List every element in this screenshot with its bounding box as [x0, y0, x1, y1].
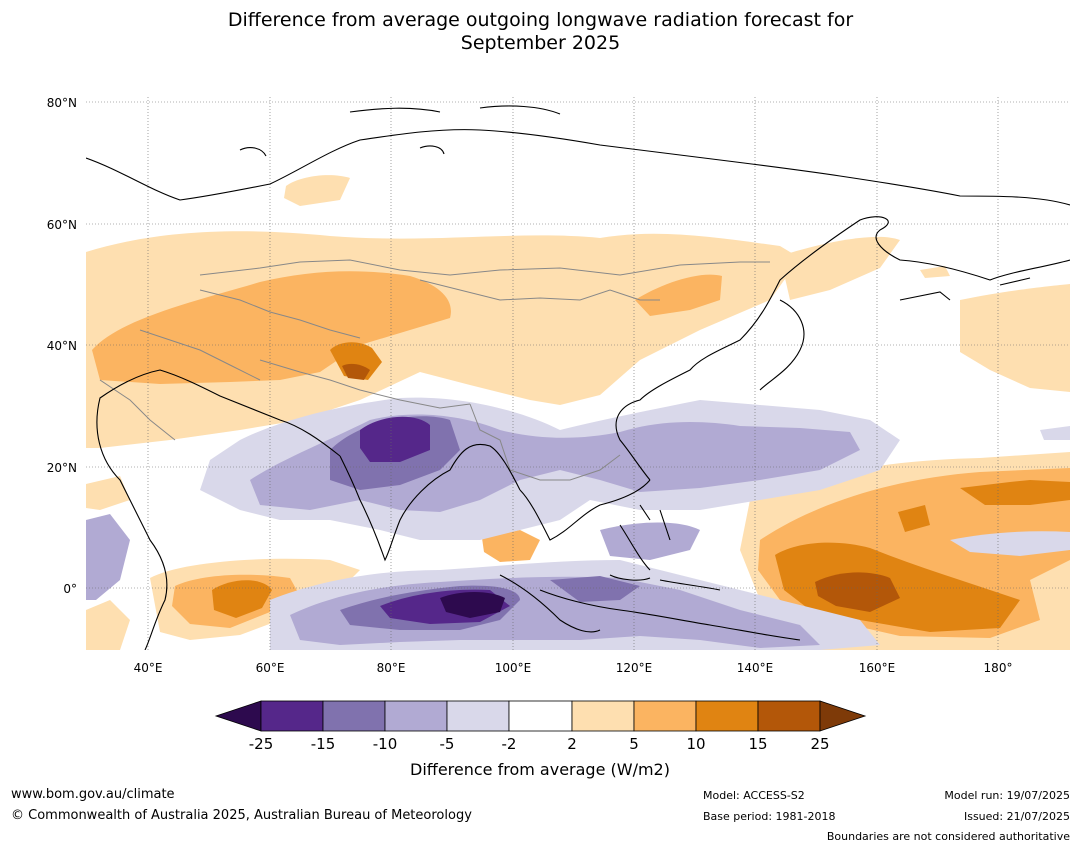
anomaly-region-west-pacific-strong: [775, 542, 1020, 632]
colorbar-bin: [508, 700, 573, 732]
map-area: [86, 97, 1070, 650]
colorbar-tick-label: 2: [567, 735, 577, 753]
issued-text: Issued: 21/07/2025: [963, 810, 1070, 823]
anomaly-region-indian-ocean-strong: [212, 580, 272, 618]
colorbar-bin: [633, 700, 697, 732]
colorbar-bin: [695, 700, 759, 732]
colorbar-bin: [446, 700, 510, 732]
lon-label: 40°E: [134, 661, 163, 675]
anomaly-region-central-pacific: [960, 480, 1070, 505]
model-run-text: Model run: 19/07/2025: [944, 789, 1070, 802]
lon-label: 80°E: [377, 661, 406, 675]
base-period-text: Base period: 1981-2018: [703, 810, 836, 823]
anomaly-region-africa: [86, 514, 130, 600]
colorbar-bin: [757, 700, 821, 732]
lat-label: 40°N: [47, 339, 77, 353]
lat-label: 20°N: [47, 461, 77, 475]
colorbar-extension-high: [819, 700, 867, 732]
anomaly-region-asia-moderate: [92, 271, 451, 384]
anomaly-region-north-pacific-2: [960, 284, 1070, 392]
map-title: Difference from average outgoing longwav…: [0, 9, 1081, 55]
colorbar-label: Difference from average (W/m2): [410, 760, 670, 779]
colorbar: -25 -15 -10 -5 -2 2 5 10 15 25 Differenc…: [214, 700, 867, 779]
lat-label: 60°N: [47, 218, 77, 232]
anomaly-region-siberia: [284, 175, 350, 206]
anomaly-region-bay-of-bengal-peak: [360, 416, 430, 462]
colorbar-tick-label: -15: [311, 735, 336, 753]
anomaly-region-west-pacific-peak: [815, 572, 900, 612]
colorbar-tick-label: 25: [810, 735, 829, 753]
coastlines: [86, 105, 1070, 650]
colorbar-tick-label: -2: [502, 735, 517, 753]
lon-label: 160°E: [859, 661, 896, 675]
anomaly-region-central-pacific-small: [898, 505, 930, 532]
colorbar-bin: [384, 700, 448, 732]
lon-label: 180°: [984, 661, 1013, 675]
colorbar-tick-label: -25: [249, 735, 274, 753]
colorbar-tick-label: 5: [629, 735, 639, 753]
colorbar-tick-label: -5: [440, 735, 455, 753]
lon-label: 60°E: [256, 661, 285, 675]
anomaly-region-tibet-peak: [342, 363, 370, 380]
axis-labels: 80°N 60°N 40°N 20°N 0° 40°E 60°E 80°E 10…: [47, 96, 1013, 675]
title-line-2: September 2025: [460, 32, 621, 54]
country-borders: [99, 259, 770, 481]
lon-label: 140°E: [737, 661, 774, 675]
website-link[interactable]: www.bom.gov.au/climate: [11, 787, 175, 802]
anomaly-region-east-pacific: [950, 531, 1070, 556]
copyright-text: © Commonwealth of Australia 2025, Austra…: [11, 808, 472, 823]
anomaly-region-africa-coast: [86, 600, 130, 650]
colorbar-bin: [571, 700, 635, 732]
colorbar-bin: [322, 700, 386, 732]
anomaly-region-east-asia: [635, 274, 722, 316]
title-line-1: Difference from average outgoing longwav…: [227, 9, 854, 31]
lat-label: 0°: [63, 582, 77, 596]
anomaly-region-north-pacific-cool: [1040, 426, 1070, 440]
disclaimer-text: Boundaries are not considered authoritat…: [826, 830, 1070, 843]
colorbar-extension-low: [214, 700, 262, 732]
anomaly-region-sumatra: [482, 530, 540, 562]
anomaly-region-arabian-sea: [86, 476, 130, 510]
model-text: Model: ACCESS-S2: [703, 789, 805, 802]
colorbar-tick-label: 10: [686, 735, 705, 753]
anomaly-region-indonesia: [550, 576, 640, 602]
lat-label: 80°N: [47, 96, 77, 110]
anomaly-region-north-pacific-small: [920, 266, 950, 278]
positive-anomaly-fill: [86, 175, 1070, 650]
lon-label: 120°E: [616, 661, 653, 675]
anomaly-region-north-pacific-1: [780, 236, 900, 300]
negative-anomaly-fill: [86, 397, 1070, 650]
colorbar-tick-label: 15: [748, 735, 767, 753]
lon-label: 100°E: [495, 661, 532, 675]
anomaly-region-maritime-extreme: [440, 592, 505, 618]
colorbar-bin: [260, 700, 324, 732]
colorbar-tick-label: -10: [373, 735, 398, 753]
